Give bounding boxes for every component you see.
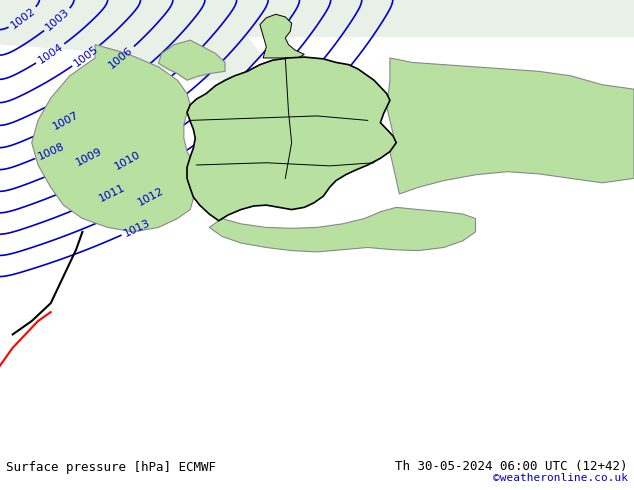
Polygon shape — [158, 40, 225, 80]
Text: 1008: 1008 — [36, 141, 66, 162]
Polygon shape — [387, 58, 634, 194]
Text: 1003: 1003 — [44, 7, 71, 33]
Polygon shape — [260, 14, 304, 58]
Text: 1006: 1006 — [107, 45, 135, 71]
Text: Th 30-05-2024 06:00 UTC (12+42): Th 30-05-2024 06:00 UTC (12+42) — [395, 460, 628, 473]
Text: ©weatheronline.co.uk: ©weatheronline.co.uk — [493, 473, 628, 483]
Text: 1009: 1009 — [74, 146, 104, 168]
Text: 1013: 1013 — [122, 218, 152, 239]
Text: Surface pressure [hPa] ECMWF: Surface pressure [hPa] ECMWF — [6, 462, 216, 474]
Text: 1010: 1010 — [113, 149, 142, 172]
Text: 1007: 1007 — [51, 110, 80, 132]
Text: 1012: 1012 — [136, 186, 165, 208]
Polygon shape — [209, 207, 476, 252]
Polygon shape — [187, 57, 396, 220]
Text: 1002: 1002 — [9, 5, 37, 30]
Text: 1005: 1005 — [72, 44, 100, 69]
Polygon shape — [0, 0, 263, 80]
Text: 1004: 1004 — [36, 42, 65, 66]
Text: 1011: 1011 — [98, 182, 127, 203]
Polygon shape — [32, 45, 197, 232]
